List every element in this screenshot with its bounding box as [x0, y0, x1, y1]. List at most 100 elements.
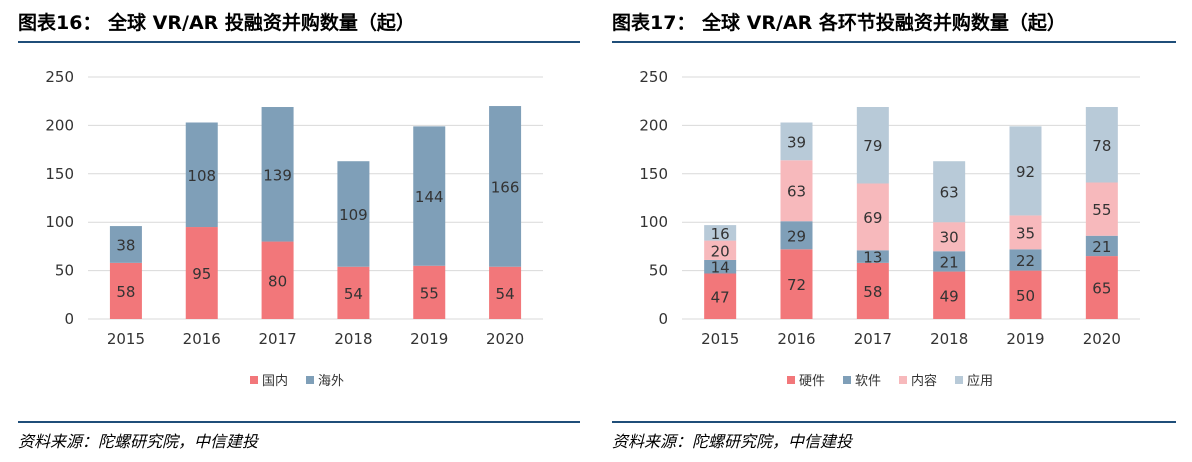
- bar-segment: [109, 226, 142, 263]
- bar-segment: [109, 262, 142, 319]
- data-label: 38: [116, 236, 135, 254]
- bar-segment: [489, 106, 522, 267]
- bar-segment: [933, 222, 966, 252]
- x-tick-label: 2020: [486, 330, 524, 348]
- y-tick-label: 0: [64, 310, 74, 328]
- x-tick-label: 2015: [107, 330, 145, 348]
- y-tick-label: 100: [45, 213, 74, 231]
- bar-segment: [489, 266, 522, 319]
- bar-segment: [1009, 270, 1042, 319]
- data-label: 72: [787, 276, 806, 294]
- data-label: 13: [863, 249, 882, 267]
- data-label: 49: [940, 287, 959, 305]
- data-label: 108: [187, 167, 216, 185]
- data-label: 166: [491, 178, 520, 196]
- bar-segment: [185, 227, 218, 319]
- y-tick-label: 150: [45, 165, 74, 183]
- y-tick-label: 50: [55, 262, 74, 280]
- x-tick-label: 2019: [410, 330, 448, 348]
- data-label: 65: [1092, 280, 1111, 298]
- bar-segment: [185, 122, 218, 228]
- x-tick-label: 2017: [854, 330, 892, 348]
- vr-ar-deal-count-chart: 0 50 100 150 200 250 58 38 2015 95 108 2016 80 139 201…: [45, 68, 543, 389]
- y-tick-label: 250: [639, 68, 668, 86]
- bar-segment: [780, 249, 813, 319]
- legend-swatch: [955, 376, 963, 384]
- bar-segment: [337, 266, 370, 319]
- data-label: 95: [192, 265, 211, 283]
- data-label: 21: [940, 253, 959, 271]
- bar-segment: [933, 161, 966, 223]
- bar-segment: [1085, 107, 1118, 183]
- data-label: 58: [863, 283, 882, 301]
- source-divider: [612, 421, 1176, 423]
- x-tick-label: 2018: [930, 330, 968, 348]
- legend-label: 硬件: [799, 374, 825, 389]
- data-label: 63: [787, 183, 806, 201]
- title-divider: [18, 41, 580, 43]
- bar-segment: [704, 273, 737, 319]
- data-label: 69: [863, 209, 882, 227]
- bar-segment: [704, 259, 737, 274]
- bar-segment: [704, 240, 737, 260]
- bar-segment: [704, 225, 737, 241]
- bar-segment: [780, 122, 813, 161]
- x-tick-label: 2020: [1083, 330, 1121, 348]
- data-label: 55: [1092, 201, 1111, 219]
- data-label: 21: [1092, 238, 1111, 256]
- legend-swatch: [899, 376, 907, 384]
- figure-17-title: 图表17： 全球 VR/AR 各环节投融资并购数量（起）: [612, 12, 1066, 34]
- y-tick-label: 50: [649, 262, 668, 280]
- bar-segment: [780, 221, 813, 250]
- data-label: 92: [1016, 163, 1035, 181]
- data-label: 139: [263, 166, 292, 184]
- data-label: 35: [1016, 224, 1035, 242]
- bar-segment: [261, 107, 294, 242]
- x-tick-label: 2015: [701, 330, 739, 348]
- data-label: 47: [711, 288, 730, 306]
- y-tick-label: 0: [658, 310, 668, 328]
- y-tick-label: 100: [639, 213, 668, 231]
- bar-segment: [337, 161, 370, 267]
- figure-16-source: 资料来源：陀螺研究院，中信建投: [18, 432, 259, 451]
- figure-17-source: 资料来源：陀螺研究院，中信建投: [612, 432, 853, 451]
- bar-segment: [1009, 249, 1042, 271]
- legend-swatch: [306, 376, 314, 384]
- x-tick-label: 2017: [258, 330, 296, 348]
- data-label: 39: [787, 133, 806, 151]
- data-label: 54: [496, 285, 515, 303]
- y-tick-label: 150: [639, 165, 668, 183]
- data-label: 80: [268, 272, 287, 290]
- data-label: 50: [1016, 287, 1035, 305]
- x-tick-label: 2016: [183, 330, 221, 348]
- bar-segment: [856, 250, 889, 263]
- data-label: 109: [339, 206, 368, 224]
- x-tick-label: 2018: [334, 330, 372, 348]
- title-divider: [612, 41, 1176, 43]
- legend-swatch: [250, 376, 258, 384]
- legend-label: 软件: [855, 374, 881, 389]
- data-label: 14: [711, 259, 730, 277]
- y-tick-label: 250: [45, 68, 74, 86]
- data-label: 29: [787, 227, 806, 245]
- y-tick-label: 200: [639, 116, 668, 134]
- bar-segment: [261, 241, 294, 319]
- figure-16-title: 图表16： 全球 VR/AR 投融资并购数量（起）: [18, 12, 415, 34]
- bar-segment: [1085, 256, 1118, 319]
- bar-segment: [1009, 215, 1042, 250]
- data-label: 79: [863, 137, 882, 155]
- bar-segment: [1085, 235, 1118, 257]
- data-label: 16: [711, 225, 730, 243]
- vr-ar-segment-deal-count-chart: 0501001502002504714201620157229633920165…: [639, 68, 1140, 389]
- legend-label: 应用: [967, 373, 993, 389]
- bar-segment: [856, 107, 889, 184]
- bar-segment: [413, 126, 446, 266]
- bar-segment: [856, 262, 889, 319]
- bar-segment: [933, 251, 966, 272]
- bar-segment: [856, 183, 889, 251]
- source-divider: [18, 421, 580, 423]
- data-label: 144: [415, 188, 444, 206]
- legend-label: 海外: [318, 374, 344, 389]
- legend-label: 国内: [262, 373, 288, 389]
- data-label: 54: [344, 285, 363, 303]
